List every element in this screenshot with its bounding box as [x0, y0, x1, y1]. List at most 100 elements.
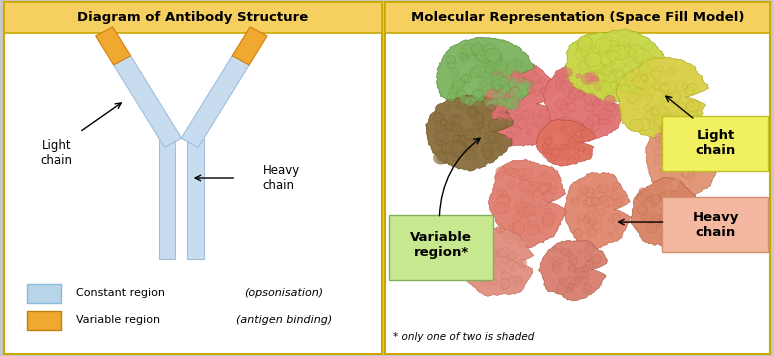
Circle shape: [592, 255, 601, 263]
Circle shape: [494, 117, 506, 129]
Circle shape: [475, 49, 488, 61]
Circle shape: [610, 69, 623, 82]
Polygon shape: [565, 172, 631, 248]
Circle shape: [592, 114, 600, 122]
Circle shape: [488, 51, 502, 64]
Circle shape: [496, 98, 506, 106]
Circle shape: [531, 206, 542, 216]
Circle shape: [566, 287, 572, 293]
Circle shape: [661, 125, 671, 135]
Circle shape: [665, 227, 672, 234]
Circle shape: [577, 136, 583, 142]
Circle shape: [492, 54, 502, 62]
Circle shape: [437, 152, 448, 164]
Circle shape: [649, 119, 661, 130]
Circle shape: [539, 183, 549, 193]
Polygon shape: [476, 59, 557, 146]
Circle shape: [557, 153, 564, 159]
Circle shape: [577, 195, 581, 199]
Circle shape: [557, 285, 567, 294]
Circle shape: [574, 229, 583, 238]
Circle shape: [633, 74, 646, 86]
Circle shape: [683, 169, 692, 178]
Circle shape: [476, 54, 484, 61]
Circle shape: [522, 194, 533, 204]
Circle shape: [515, 60, 522, 67]
Circle shape: [577, 36, 593, 51]
Circle shape: [581, 47, 592, 57]
Circle shape: [608, 218, 615, 223]
Circle shape: [525, 70, 537, 81]
Circle shape: [504, 234, 515, 244]
Circle shape: [651, 214, 661, 223]
Circle shape: [474, 114, 484, 122]
Circle shape: [673, 216, 679, 222]
Circle shape: [565, 145, 570, 150]
Circle shape: [492, 107, 499, 114]
Circle shape: [601, 57, 613, 68]
Circle shape: [467, 128, 481, 140]
Circle shape: [441, 142, 453, 153]
Circle shape: [554, 117, 567, 130]
Circle shape: [635, 80, 646, 89]
Circle shape: [683, 119, 690, 125]
Circle shape: [560, 120, 567, 125]
Circle shape: [571, 135, 580, 143]
Circle shape: [511, 126, 521, 135]
Circle shape: [599, 42, 609, 52]
Circle shape: [669, 155, 673, 158]
Circle shape: [593, 101, 600, 107]
Circle shape: [526, 131, 532, 135]
Circle shape: [603, 66, 613, 76]
Circle shape: [594, 43, 606, 54]
Circle shape: [560, 116, 570, 125]
Circle shape: [494, 115, 502, 124]
Circle shape: [473, 101, 487, 114]
Circle shape: [584, 284, 592, 292]
Circle shape: [621, 84, 630, 93]
Circle shape: [667, 91, 680, 104]
Polygon shape: [114, 56, 182, 147]
Text: Variable region: Variable region: [76, 315, 163, 325]
Polygon shape: [631, 177, 701, 247]
Circle shape: [491, 279, 497, 284]
Circle shape: [458, 135, 465, 142]
Circle shape: [563, 118, 572, 126]
Circle shape: [453, 115, 462, 123]
Circle shape: [585, 213, 589, 217]
Circle shape: [549, 186, 557, 194]
Circle shape: [486, 89, 497, 99]
Circle shape: [558, 150, 563, 155]
Circle shape: [492, 83, 502, 91]
Circle shape: [659, 135, 664, 139]
Circle shape: [490, 99, 498, 106]
Circle shape: [491, 110, 502, 119]
Circle shape: [674, 219, 679, 222]
Circle shape: [533, 189, 542, 197]
Circle shape: [595, 63, 607, 74]
Circle shape: [578, 91, 584, 97]
Circle shape: [538, 128, 551, 140]
Circle shape: [578, 146, 585, 152]
Circle shape: [592, 263, 598, 268]
Circle shape: [449, 87, 461, 98]
Circle shape: [678, 118, 687, 126]
Polygon shape: [616, 57, 709, 138]
Circle shape: [632, 77, 644, 88]
Circle shape: [584, 198, 594, 206]
Circle shape: [514, 106, 520, 111]
Circle shape: [653, 119, 662, 127]
Circle shape: [662, 82, 676, 94]
Circle shape: [618, 35, 630, 46]
Circle shape: [659, 158, 665, 163]
Circle shape: [674, 200, 680, 206]
Circle shape: [666, 127, 673, 133]
Circle shape: [654, 147, 663, 156]
Circle shape: [453, 135, 461, 142]
Circle shape: [647, 108, 654, 115]
Circle shape: [471, 43, 484, 55]
Circle shape: [522, 110, 534, 120]
Circle shape: [577, 80, 584, 87]
Circle shape: [575, 131, 582, 137]
Circle shape: [519, 217, 529, 225]
